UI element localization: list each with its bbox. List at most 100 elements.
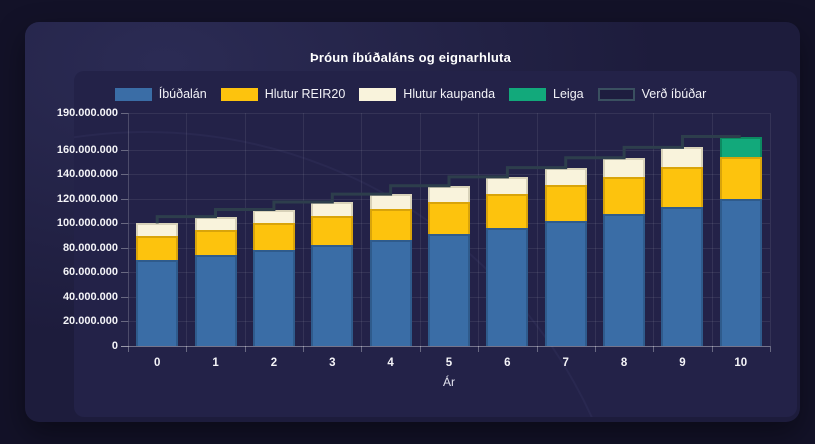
- x-tick-mark: [419, 346, 421, 352]
- y-gridline: [128, 113, 770, 114]
- bar-segment-hlutur-reir20[interactable]: [603, 176, 646, 215]
- legend-label-hlutur-kaupanda: Hlutur kaupanda: [403, 87, 496, 101]
- legend-item-hlutur-kaupanda[interactable]: Hlutur kaupanda: [359, 87, 495, 101]
- bar-segment-ibudalan[interactable]: [136, 260, 179, 346]
- legend-item-ibudalan[interactable]: Íbúðalán: [114, 87, 207, 101]
- legend-label-ibudalan: Íbúðalán: [158, 87, 207, 101]
- bar-segment-hlutur-reir20[interactable]: [428, 201, 470, 234]
- bar-segment-hlutur-reir20[interactable]: [719, 157, 762, 200]
- y-tick-mark: [121, 149, 128, 151]
- x-axis-label: 9: [679, 357, 686, 369]
- bar-segment-hlutur-reir20[interactable]: [369, 209, 412, 240]
- y-tick-mark: [121, 346, 128, 347]
- y-tick-mark: [121, 247, 128, 249]
- x-tick-mark: [303, 346, 305, 352]
- legend-swatch-leiga: [509, 87, 547, 101]
- legend-item-leiga[interactable]: Leiga: [509, 87, 584, 101]
- bar-segment-hlutur-reir20[interactable]: [194, 229, 237, 256]
- legend-swatch-hlutur-kaupanda: [359, 87, 397, 101]
- x-gridline: [128, 113, 129, 346]
- x-tick-mark: [594, 346, 596, 352]
- bar-segment-hlutur-reir20[interactable]: [661, 167, 704, 207]
- y-axis-label: 190.000.000: [56, 107, 118, 119]
- legend: Íbúðalán Hlutur REIR20 Hlutur kaupanda Leig…: [49, 87, 772, 101]
- x-gridline: [303, 113, 305, 346]
- y-axis-label: 100.000.000: [56, 217, 118, 230]
- x-axis-label: 8: [620, 357, 628, 369]
- bar-segment-hlutur-reir20[interactable]: [136, 235, 179, 261]
- x-axis-label: 0: [153, 357, 161, 369]
- legend-item-hlutur-reir20[interactable]: Hlutur REIR20: [220, 87, 346, 101]
- bar-segment-ibudalan[interactable]: [369, 239, 412, 346]
- bar-segment-hlutur-kaupanda[interactable]: [136, 223, 179, 236]
- x-gridline: [361, 113, 363, 346]
- x-gridline: [186, 113, 188, 346]
- bar-segment-hlutur-kaupanda[interactable]: [603, 157, 646, 177]
- x-axis-label: 7: [562, 357, 569, 369]
- x-axis-title: Ár: [443, 375, 455, 389]
- legend-label-hlutur-reir20: Hlutur REIR20: [264, 87, 346, 101]
- bar-segment-hlutur-kaupanda[interactable]: [544, 167, 587, 186]
- x-gridline: [478, 113, 480, 346]
- x-tick-mark: [186, 346, 188, 352]
- bar-segment-hlutur-reir20[interactable]: [252, 223, 295, 251]
- x-gridline: [711, 113, 713, 346]
- x-axis-label: 2: [270, 357, 278, 369]
- x-gridline: [244, 113, 246, 346]
- legend-swatch-hlutur-reir20: [220, 87, 258, 101]
- bar-segment-hlutur-kaupanda[interactable]: [194, 216, 237, 230]
- bar-segment-hlutur-reir20[interactable]: [486, 193, 529, 228]
- legend-swatch-verd-ibudar: [597, 87, 635, 101]
- x-axis-label: 3: [329, 357, 336, 369]
- x-axis-label: 6: [504, 357, 511, 369]
- bar-segment-hlutur-kaupanda[interactable]: [486, 176, 529, 194]
- y-tick-mark: [121, 113, 128, 114]
- x-axis-label: 10: [734, 357, 748, 369]
- x-axis-label: 1: [212, 357, 219, 369]
- y-axis-label: 20.000.000: [62, 315, 118, 328]
- y-axis-label: 140.000.000: [56, 168, 118, 181]
- bar-segment-hlutur-kaupanda[interactable]: [428, 185, 470, 202]
- bar-segment-ibudalan[interactable]: [311, 245, 354, 346]
- x-gridline: [770, 113, 771, 346]
- y-tick-mark: [121, 296, 128, 298]
- x-tick-mark: [770, 346, 771, 352]
- bar-segment-ibudalan[interactable]: [544, 221, 587, 346]
- y-tick-mark: [121, 321, 128, 323]
- y-gridline: [128, 346, 770, 347]
- legend-swatch-ibudalan: [114, 87, 152, 101]
- legend-label-verd-ibudar: Verð íbúðar: [641, 87, 707, 101]
- bar-segment-hlutur-reir20[interactable]: [544, 185, 587, 222]
- bar-segment-hlutur-kaupanda[interactable]: [661, 147, 704, 168]
- bar-segment-hlutur-kaupanda[interactable]: [311, 202, 354, 217]
- x-axis-label: 4: [387, 357, 394, 369]
- x-tick-mark: [244, 346, 246, 352]
- y-axis-label: 160.000.000: [56, 143, 118, 156]
- x-tick-mark: [128, 346, 129, 352]
- bar-segment-hlutur-kaupanda[interactable]: [369, 194, 412, 210]
- bar-segment-ibudalan[interactable]: [252, 250, 295, 346]
- bar-segment-ibudalan[interactable]: [661, 207, 704, 346]
- bar-segment-ibudalan[interactable]: [719, 199, 762, 346]
- bar-segment-ibudalan[interactable]: [428, 233, 470, 346]
- x-axis-line: [121, 346, 770, 347]
- x-tick-mark: [478, 346, 480, 352]
- x-gridline: [594, 113, 596, 346]
- x-gridline: [419, 113, 421, 346]
- chart-title: Þróun íbúðaláns og eignarhluta: [309, 50, 511, 65]
- x-tick-mark: [536, 346, 538, 352]
- bar-segment-hlutur-reir20[interactable]: [311, 216, 354, 246]
- bar-segment-hlutur-kaupanda[interactable]: [252, 209, 295, 224]
- y-tick-mark: [121, 174, 128, 176]
- y-axis-label: 40.000.000: [62, 290, 118, 303]
- bar-segment-ibudalan[interactable]: [486, 227, 529, 346]
- bar-segment-ibudalan[interactable]: [194, 255, 237, 346]
- x-tick-mark: [653, 346, 655, 352]
- y-axis-label: 0: [111, 340, 118, 352]
- y-axis-label: 80.000.000: [62, 241, 118, 254]
- y-tick-mark: [121, 223, 128, 225]
- legend-item-verd-ibudar[interactable]: Verð íbúðar: [597, 87, 707, 101]
- bar-segment-ibudalan[interactable]: [603, 214, 646, 346]
- bar-segment-leiga[interactable]: [719, 136, 762, 158]
- x-gridline: [536, 113, 538, 346]
